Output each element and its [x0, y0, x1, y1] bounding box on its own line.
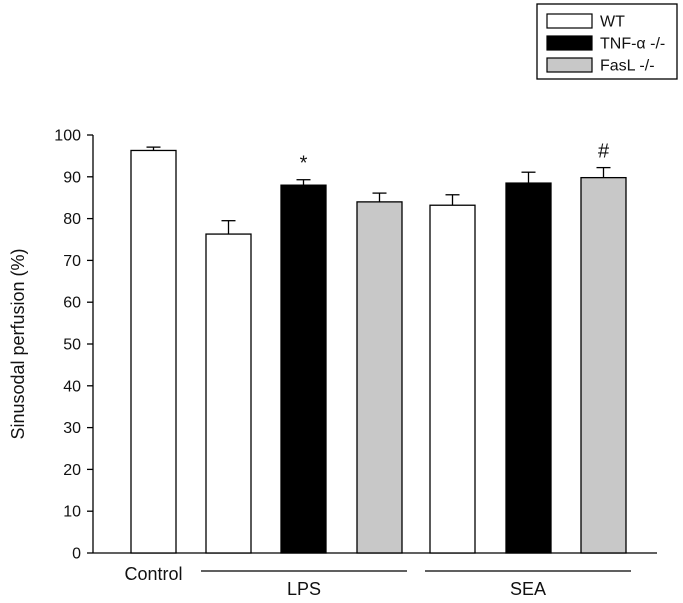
legend-swatch — [546, 35, 593, 51]
significance-marker: # — [598, 141, 610, 163]
bar — [205, 233, 252, 554]
y-tick-label: 60 — [63, 295, 81, 312]
group-label: Control — [124, 564, 182, 584]
y-axis-title: Sinusodal perfusion (%) — [8, 248, 28, 439]
legend: WT TNF-α -/- FasL -/- — [536, 3, 678, 80]
bar — [356, 201, 403, 554]
group-label: LPS — [287, 579, 321, 599]
significance-marker: * — [300, 153, 308, 175]
y-tick-label: 70 — [63, 253, 81, 270]
y-tick-label: 90 — [63, 169, 81, 186]
group-label: SEA — [510, 579, 546, 599]
bar — [429, 204, 476, 554]
y-tick-label: 50 — [63, 337, 81, 354]
legend-swatch — [546, 13, 593, 29]
legend-label: FasL -/- — [600, 58, 655, 75]
legend-label: TNF-α -/- — [600, 36, 665, 53]
bars — [130, 146, 627, 554]
bar — [580, 176, 627, 554]
y-tick-label: 100 — [54, 128, 81, 145]
legend-label: WT — [600, 14, 625, 31]
y-tick-label: 20 — [63, 462, 81, 479]
y-tick-label: 10 — [63, 504, 81, 521]
bar — [280, 184, 327, 554]
y-tick-label: 40 — [63, 378, 81, 395]
y-tick-label: 80 — [63, 211, 81, 228]
y-tick-label: 0 — [72, 546, 81, 563]
bar — [505, 182, 552, 554]
bar — [130, 149, 177, 554]
legend-swatch — [546, 57, 593, 73]
y-tick-label: 30 — [63, 420, 81, 437]
labels: 0 10 20 30 40 50 60 70 80 90 100 Sinusodal perfusio… — [8, 128, 610, 600]
